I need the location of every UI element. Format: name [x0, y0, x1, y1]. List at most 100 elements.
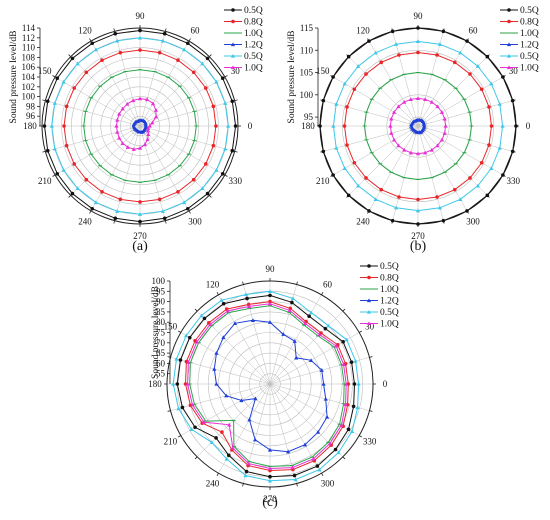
data-point: [441, 29, 446, 34]
data-point: [52, 101, 57, 105]
data-point: [220, 76, 225, 81]
angle-tick-mark: [52, 174, 56, 177]
data-point: [214, 124, 218, 128]
grid-spoke: [323, 100, 419, 127]
angle-label: 0: [383, 379, 388, 389]
legend-label: 1.2Q: [380, 297, 399, 307]
data-point: [389, 131, 394, 135]
radial-tick-label: 65: [156, 348, 166, 358]
data-point: [221, 301, 226, 306]
data-point: [333, 343, 339, 348]
data-point: [393, 42, 399, 46]
data-point: [212, 366, 217, 371]
angle-label: 180: [301, 121, 315, 131]
data-point: [182, 47, 187, 52]
angle-label: 30: [509, 66, 519, 76]
series-1: [318, 26, 518, 226]
grid-spoke: [114, 125, 141, 221]
data-point: [118, 50, 123, 55]
panel-label: (b): [410, 239, 427, 254]
angle-label: 90: [266, 264, 276, 274]
grid-spoke: [45, 100, 141, 127]
data-point: [208, 322, 213, 326]
data-point: [267, 447, 273, 452]
data-point: [416, 26, 420, 30]
angle-tick-mark: [113, 220, 116, 224]
angle-label: 270: [411, 231, 425, 241]
angle-label: 210: [38, 176, 52, 186]
data-point: [205, 56, 210, 61]
radial-tick-label: 106: [22, 62, 36, 72]
grid-spoke: [368, 41, 419, 127]
series-3: [81, 69, 199, 183]
data-point: [247, 417, 252, 422]
series-1: [42, 28, 238, 224]
series-3: [362, 71, 474, 181]
data-point: [317, 332, 322, 337]
data-point: [138, 28, 142, 33]
data-point: [145, 137, 150, 141]
legend-label: 0.5Q: [380, 308, 399, 318]
data-point: [331, 123, 336, 128]
data-point: [114, 123, 119, 128]
radial-tick-label: 75: [156, 328, 166, 338]
data-point: [117, 111, 122, 116]
data-point: [45, 99, 50, 104]
data-point: [324, 414, 330, 419]
data-point: [397, 195, 401, 199]
grid-spoke: [70, 56, 141, 127]
data-point: [64, 104, 69, 109]
data-point: [423, 150, 428, 155]
data-point: [191, 70, 196, 75]
data-point: [223, 146, 228, 151]
angle-tick-mark: [178, 330, 181, 333]
angle-tick-mark: [167, 410, 171, 412]
data-point: [115, 129, 120, 134]
data-point: [334, 145, 339, 150]
data-point: [317, 467, 322, 472]
data-point: [281, 332, 286, 336]
data-point: [510, 149, 515, 154]
angle-label: 150: [316, 66, 330, 76]
grid-spoke: [417, 56, 488, 127]
data-point: [292, 339, 297, 343]
grid-spoke: [139, 125, 166, 221]
polar-chart-2: 0 30 60 90 120 150 180 210 240 270 300 330 95 100 105 1…: [287, 6, 539, 254]
data-point: [485, 54, 490, 59]
data-point: [61, 79, 66, 84]
data-point: [366, 298, 372, 303]
angle-tick-mark: [164, 28, 167, 32]
grid-spoke: [170, 383, 271, 411]
polar-chart-1: 0306090120150180210240270300330969810010…: [9, 6, 263, 254]
angle-tick-mark: [68, 195, 71, 198]
legend-label: 1.0Q: [520, 64, 539, 74]
data-point: [409, 122, 414, 126]
data-point: [268, 293, 272, 298]
data-point: [115, 117, 120, 122]
panel-label: (a): [132, 239, 148, 254]
angle-label: 270: [263, 494, 277, 504]
angle-tick-mark: [224, 75, 228, 78]
data-point: [201, 420, 207, 424]
data-point: [321, 381, 326, 386]
data-point: [70, 191, 75, 196]
data-point: [52, 146, 57, 151]
data-point: [352, 87, 357, 92]
data-point: [327, 441, 332, 446]
panel-label: (c): [262, 495, 278, 510]
data-point: [113, 216, 118, 221]
data-point: [465, 39, 469, 43]
data-point: [379, 187, 384, 192]
data-point: [231, 8, 235, 12]
data-point: [437, 42, 443, 46]
data-point: [500, 123, 505, 128]
angle-label: 30: [365, 322, 375, 332]
data-point: [415, 96, 421, 101]
data-point: [402, 99, 407, 104]
radial-tick-label: 90: [156, 297, 166, 307]
data-point: [315, 429, 321, 434]
data-point: [70, 56, 75, 61]
data-point: [232, 321, 238, 326]
data-point: [334, 101, 339, 106]
grid-spoke: [90, 41, 141, 127]
